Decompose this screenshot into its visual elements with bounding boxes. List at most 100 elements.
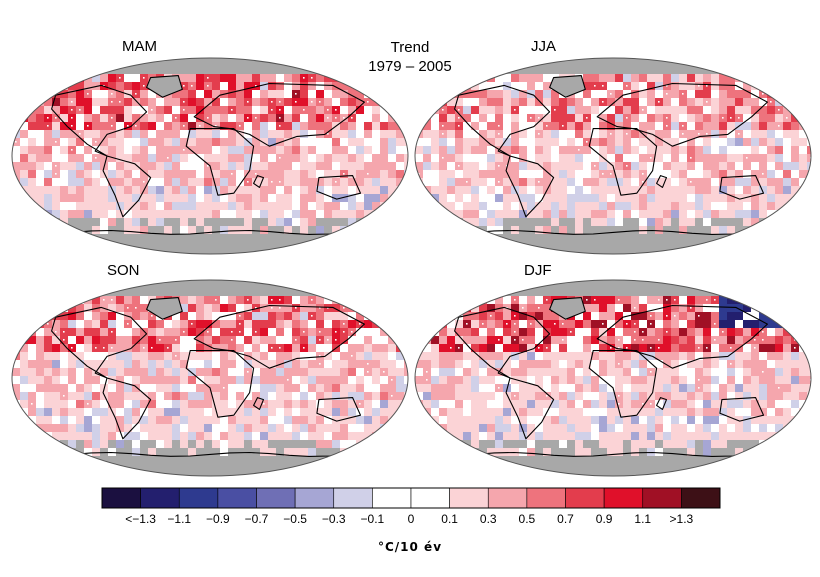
trend-cell <box>300 194 309 203</box>
trend-cell <box>791 360 800 369</box>
trend-cell <box>68 186 77 195</box>
trend-cell <box>519 146 528 155</box>
trend-cell <box>340 424 349 433</box>
trend-cell <box>623 170 632 179</box>
trend-cell <box>308 472 317 476</box>
significance-marker <box>135 93 137 95</box>
trend-cell <box>599 66 608 75</box>
trend-cell <box>116 162 125 171</box>
trend-cell <box>575 312 584 321</box>
trend-cell <box>108 280 117 289</box>
trend-cell <box>364 146 373 155</box>
trend-cell <box>92 98 101 107</box>
trend-cell <box>260 178 269 187</box>
trend-cell <box>316 66 325 75</box>
trend-cell <box>276 202 285 211</box>
trend-cell <box>124 336 133 345</box>
trend-cell <box>607 162 616 171</box>
trend-cell <box>60 352 69 361</box>
trend-cell <box>188 408 197 417</box>
trend-cell <box>76 368 85 377</box>
trend-cell <box>431 138 440 147</box>
trend-cell <box>511 368 520 377</box>
trend-cell <box>439 376 448 385</box>
trend-cell <box>599 360 608 369</box>
trend-cell <box>404 82 408 91</box>
trend-cell <box>236 250 245 254</box>
trend-cell <box>260 320 269 329</box>
trend-cell <box>316 376 325 385</box>
trend-cell <box>671 400 680 409</box>
trend-cell <box>244 82 253 91</box>
significance-marker <box>546 395 548 397</box>
trend-cell <box>52 352 61 361</box>
trend-cell <box>527 146 536 155</box>
trend-cell <box>599 250 608 254</box>
trend-cell <box>268 448 277 457</box>
trend-cell <box>615 250 624 254</box>
trend-cell <box>535 218 544 227</box>
trend-cell <box>551 154 560 163</box>
trend-cell <box>495 74 504 83</box>
trend-cell <box>84 312 93 321</box>
trend-cell <box>631 384 640 393</box>
trend-cell <box>567 66 576 75</box>
trend-cell <box>164 280 173 289</box>
trend-cell <box>703 360 712 369</box>
trend-cell <box>503 296 512 305</box>
trend-cell <box>471 114 480 123</box>
trend-cell <box>324 376 333 385</box>
trend-cell <box>228 130 237 139</box>
trend-cell <box>767 114 776 123</box>
trend-cell <box>567 336 576 345</box>
trend-cell <box>172 146 181 155</box>
trend-cell <box>252 242 261 251</box>
significance-marker <box>127 323 129 325</box>
trend-cell <box>164 218 173 227</box>
significance-marker <box>762 93 764 95</box>
trend-cell <box>791 392 800 401</box>
trend-cell <box>743 74 752 83</box>
trend-cell <box>124 74 133 83</box>
trend-cell <box>703 320 712 329</box>
trend-cell <box>316 106 325 115</box>
trend-cell <box>415 106 424 115</box>
trend-cell <box>759 210 768 219</box>
trend-cell <box>479 312 488 321</box>
trend-cell <box>196 464 205 473</box>
trend-cell <box>36 74 45 83</box>
trend-cell <box>148 202 157 211</box>
trend-cell <box>20 376 29 385</box>
trend-cell <box>300 296 309 305</box>
trend-cell <box>172 408 181 417</box>
trend-cell <box>415 360 424 369</box>
trend-cell <box>380 130 389 139</box>
trend-cell <box>404 464 408 473</box>
trend-cell <box>180 218 189 227</box>
trend-cell <box>180 162 189 171</box>
trend-cell <box>591 226 600 235</box>
trend-cell <box>671 210 680 219</box>
trend-cell <box>284 416 293 425</box>
trend-cell <box>292 170 301 179</box>
trend-cell <box>188 280 197 289</box>
trend-cell <box>559 138 568 147</box>
trend-cell <box>679 98 688 107</box>
trend-cell <box>396 154 405 163</box>
trend-cell <box>220 242 229 251</box>
trend-cell <box>364 336 373 345</box>
trend-cell <box>132 336 141 345</box>
trend-cell <box>687 210 696 219</box>
trend-cell <box>559 376 568 385</box>
trend-cell <box>28 242 37 251</box>
trend-cell <box>236 234 245 243</box>
trend-cell <box>623 368 632 377</box>
significance-marker <box>546 299 548 301</box>
trend-cell <box>44 408 53 417</box>
trend-cell <box>404 352 408 361</box>
trend-cell <box>583 186 592 195</box>
trend-cell <box>300 138 309 147</box>
trend-cell <box>372 368 381 377</box>
trend-cell <box>196 226 205 235</box>
trend-cell <box>180 440 189 449</box>
